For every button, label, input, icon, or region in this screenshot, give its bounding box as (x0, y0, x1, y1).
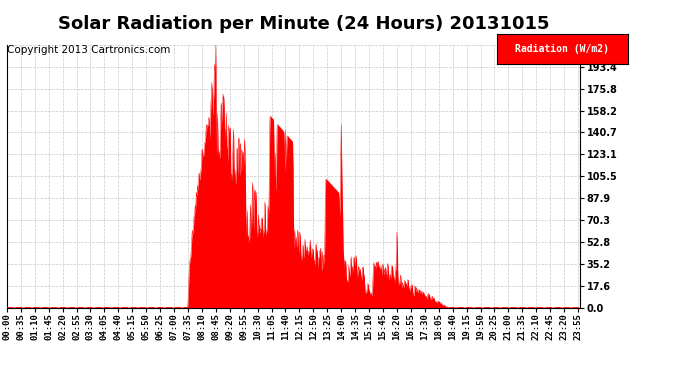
Text: Solar Radiation per Minute (24 Hours) 20131015: Solar Radiation per Minute (24 Hours) 20… (58, 15, 549, 33)
Text: Copyright 2013 Cartronics.com: Copyright 2013 Cartronics.com (7, 45, 170, 55)
Text: Radiation (W/m2): Radiation (W/m2) (515, 44, 609, 54)
